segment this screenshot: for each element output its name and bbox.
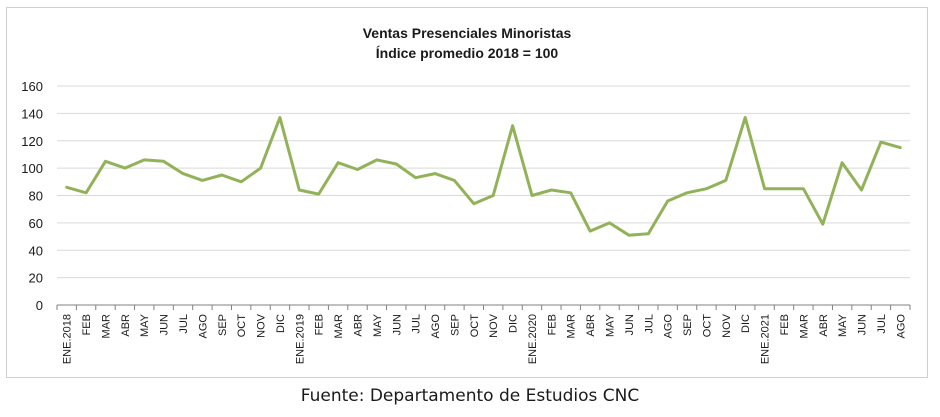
chart-frame <box>6 7 928 378</box>
x-tick-label: SEP <box>217 314 229 336</box>
y-axis-ticks: 0 20 40 60 80 100 120 140 160 <box>21 79 43 313</box>
y-tick-label: 60 <box>29 216 43 231</box>
x-tick-label: DIC <box>275 314 287 333</box>
x-tick-label: MAR <box>333 314 345 339</box>
chart-title: Ventas Presenciales Minoristas <box>363 25 572 41</box>
x-tick-label: JUN <box>159 314 171 335</box>
series-line <box>65 116 902 237</box>
y-tick-label: 40 <box>29 243 43 258</box>
x-tick-label: MAR <box>100 314 112 339</box>
source-note: Fuente: Departamento de Estudios CNC <box>300 386 640 406</box>
gridlines <box>57 85 910 306</box>
x-tick-label: SEP <box>449 314 461 336</box>
x-tick-label: ABR <box>120 314 132 337</box>
x-tick-label: ABR <box>352 314 364 337</box>
x-tick-label: SEP <box>682 314 694 336</box>
y-tick-label: 120 <box>21 134 43 149</box>
x-tick-label: ENE.2018 <box>62 314 74 364</box>
x-tick-label: FEB <box>779 314 791 335</box>
x-tick-label: ENE.2020 <box>527 314 539 364</box>
x-tick-label: JUN <box>857 314 869 335</box>
x-tick-label: JUL <box>876 314 888 334</box>
x-tick-label: ENE.2021 <box>760 314 772 364</box>
x-tick-label: AGO <box>895 314 907 339</box>
x-tick-label: ABR <box>585 314 597 337</box>
x-tick-label: JUL <box>643 314 655 334</box>
x-tick-label: OCT <box>236 314 248 338</box>
x-tick-label: DIC <box>740 314 752 333</box>
x-tick-label: MAY <box>372 313 384 337</box>
line-chart: Ventas Presenciales Minoristas Índice pr… <box>21 25 911 364</box>
x-tick-label: OCT <box>469 314 481 338</box>
x-tick-label: MAY <box>605 313 617 337</box>
x-tick-label: JUL <box>178 314 190 334</box>
y-tick-label: 80 <box>29 189 43 204</box>
y-tick-label: 0 <box>36 298 43 313</box>
x-tick-label: JUL <box>411 314 423 334</box>
x-axis-ticks: ENE.2018 FEB MAR ABR MAY JUN JUL AGO SEP OCT NOV DI… <box>56 305 911 364</box>
x-tick-label: MAY <box>139 313 151 337</box>
x-tick-label: NOV <box>256 313 268 338</box>
x-tick-label: DIC <box>508 314 520 333</box>
x-tick-label: FEB <box>314 314 326 335</box>
x-tick-label: JUN <box>624 314 636 335</box>
x-tick-label: AGO <box>430 314 442 339</box>
y-tick-label: 20 <box>29 271 43 286</box>
x-tick-label: MAR <box>566 314 578 339</box>
series-layer <box>65 116 902 237</box>
x-tick-label: ABR <box>818 314 830 337</box>
x-tick-label: MAY <box>837 313 849 337</box>
y-tick-label: 140 <box>21 106 43 121</box>
x-tick-label: NOV <box>488 313 500 338</box>
x-tick-label: FEB <box>546 314 558 335</box>
y-tick-label: 100 <box>21 161 43 176</box>
x-tick-label: AGO <box>197 314 209 339</box>
x-tick-label: ENE.2019 <box>294 314 306 364</box>
y-tick-label: 160 <box>21 79 43 94</box>
x-tick-label: MAR <box>798 314 810 339</box>
x-tick-label: JUN <box>391 314 403 335</box>
x-tick-label: NOV <box>721 313 733 338</box>
x-tick-label: OCT <box>701 314 713 338</box>
x-tick-label: AGO <box>663 314 675 339</box>
x-tick-label: FEB <box>81 314 93 335</box>
chart-subtitle: Índice promedio 2018 = 100 <box>376 45 559 61</box>
